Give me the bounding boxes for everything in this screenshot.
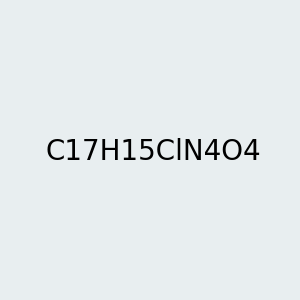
Text: C17H15ClN4O4: C17H15ClN4O4: [46, 137, 262, 166]
